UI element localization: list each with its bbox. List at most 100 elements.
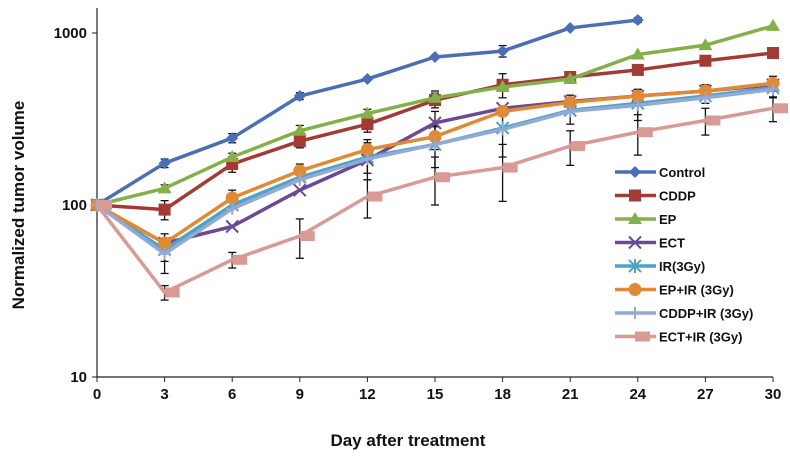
data-point [767,83,779,96]
data-point [698,84,712,98]
data-point [158,203,171,216]
legend-item: Control [615,165,705,180]
data-point [361,153,374,166]
legend-swatch-marker [629,166,641,178]
data-point [496,123,509,136]
data-point [293,164,307,178]
data-point [360,106,375,119]
data-point [293,135,306,148]
legend-item: IR(3Gy) [615,259,705,274]
x-tick-label: 15 [427,386,444,403]
y-axis-label: Normalized tumor volume [9,101,28,310]
x-tick-label: 9 [296,386,304,403]
data-point [630,47,645,60]
x-tick-label: 18 [494,386,511,403]
legend-item: EP+IR (3Gy) [615,283,734,298]
data-point [631,63,644,76]
y-tick-label: 1000 [54,25,87,42]
data-point [637,127,653,138]
x-tick-label: 24 [629,386,646,403]
x-tick-label: 27 [697,386,714,403]
legend-label: ECT [659,236,685,251]
legend: Control CDDP EP ECT IR(3Gy) EP+IR (3Gy) CDDP+I… [615,165,753,345]
x-axis-label: Day after treatment [331,431,486,450]
series-7 [95,103,788,298]
y-tick-label: 10 [70,369,87,386]
legend-swatch-marker [628,235,642,250]
legend-swatch-marker [628,283,642,296]
axes: 0 3 6 9 12 15 18 21 24 27 30 10 100 1000 [54,8,781,403]
x-tick-label: 12 [359,386,376,403]
legend-swatch-marker [628,212,642,224]
series-2 [90,18,780,210]
data-point [293,90,306,103]
data-point [361,118,374,131]
data-point [293,183,307,197]
x-tick-label: 6 [228,386,236,403]
data-point [428,90,442,103]
data-point [225,150,240,163]
data-point [429,138,441,151]
data-point [232,254,248,265]
data-point [164,287,180,298]
data-point [502,162,518,173]
series-layer [90,14,788,301]
data-point [292,123,307,136]
legend-item: ECT [615,236,685,251]
data-point [226,202,239,215]
data-point [158,157,171,170]
data-point [158,236,172,250]
legend-swatch-marker [635,331,650,342]
data-point [564,105,577,118]
data-point [225,219,239,234]
data-point [773,103,788,114]
data-point [767,47,779,60]
legend-label: IR(3Gy) [659,259,705,274]
data-point [495,80,510,93]
legend-label: Control [659,165,705,180]
legend-swatch-marker [629,307,641,319]
data-point [225,191,239,205]
data-point [563,95,577,109]
x-tick-label: 21 [562,386,579,403]
data-point [766,76,780,90]
data-point [766,18,780,31]
data-point [698,38,713,51]
data-point [435,172,450,183]
data-point [631,99,644,112]
data-point [361,73,374,86]
x-tick-label: 0 [93,386,101,403]
legend-swatch-marker [629,189,641,202]
legend-label: EP [659,212,677,227]
data-point [631,89,645,103]
legend-label: CDDP [659,189,696,204]
data-point [631,14,644,27]
x-tick-label: 3 [160,386,168,403]
data-point [367,191,383,202]
legend-label: EP+IR (3Gy) [659,283,734,298]
legend-label: CDDP+IR (3Gy) [659,306,753,321]
data-point [97,200,112,210]
legend-item: CDDP [615,189,696,204]
data-point [428,130,442,144]
data-point [496,45,509,58]
legend-item: ECT+IR (3Gy) [615,330,742,345]
data-point [570,141,586,152]
data-point [699,91,712,104]
legend-item: EP [615,212,677,227]
data-point [360,143,374,157]
data-point [299,231,315,242]
data-point [157,181,172,194]
legend-swatch-marker [628,259,642,273]
data-point [158,247,171,260]
data-point [564,21,577,34]
y-tick-label: 100 [62,197,87,214]
data-point [429,51,441,64]
data-point [705,115,721,126]
data-point [226,132,239,145]
legend-item: CDDP+IR (3Gy) [615,306,753,321]
data-point [293,173,306,186]
data-point [496,104,510,118]
legend-label: ECT+IR (3Gy) [659,330,742,345]
